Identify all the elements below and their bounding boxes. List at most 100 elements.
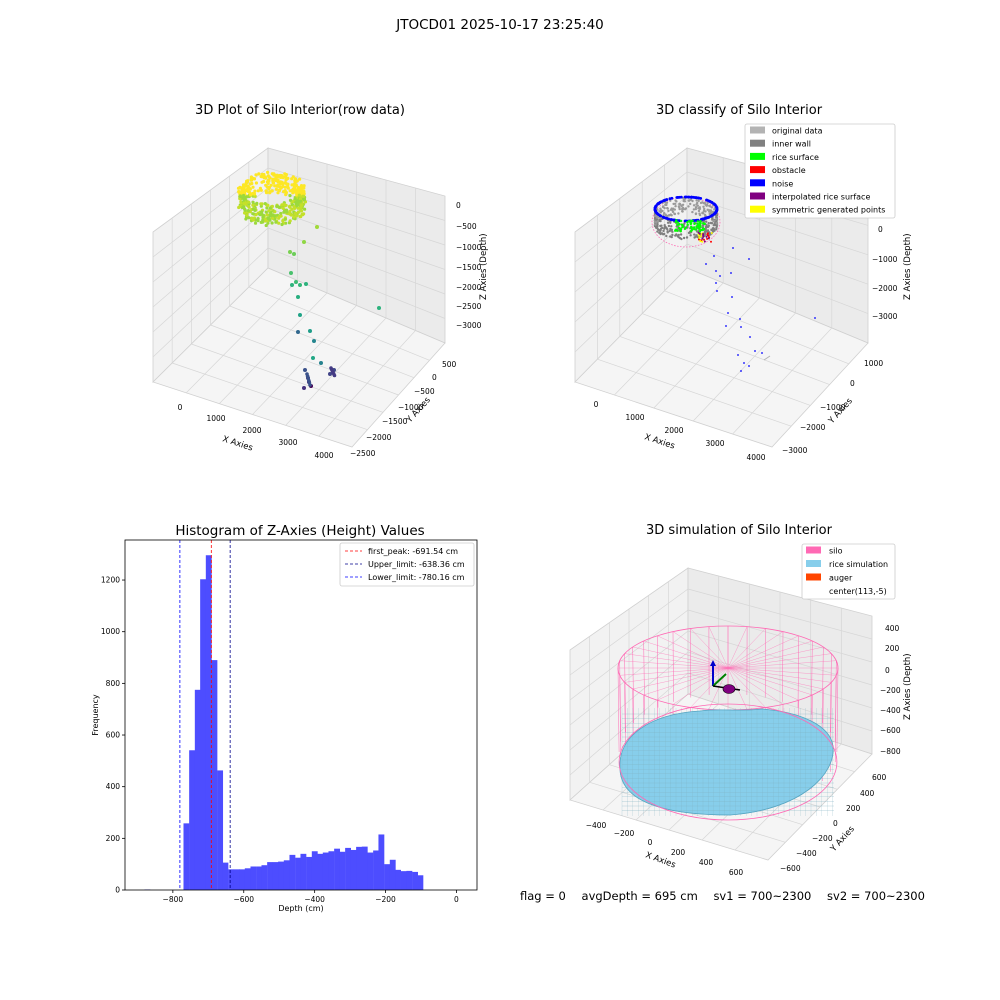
noise-point	[705, 198, 709, 202]
data-point	[284, 178, 288, 182]
data-point	[281, 206, 285, 210]
data-point	[288, 194, 292, 198]
wall-point	[707, 222, 710, 225]
obstacle-point	[710, 240, 712, 243]
obstacle-point	[707, 234, 710, 237]
data-point	[271, 216, 275, 220]
wall-point	[687, 205, 690, 208]
silo-wall-line	[797, 635, 799, 708]
p2-ztick: −2000	[872, 284, 898, 293]
data-point	[282, 190, 286, 194]
noise-point	[740, 370, 742, 372]
wall-point	[681, 206, 685, 209]
panel3-title: Histogram of Z-Axies (Height) Values	[175, 523, 425, 539]
wall-point	[715, 214, 719, 217]
obstacle-point	[705, 235, 708, 238]
data-point	[263, 175, 267, 179]
histogram-bar	[378, 834, 385, 890]
noise-point	[725, 325, 727, 327]
wall-point	[709, 209, 713, 212]
wall-point	[711, 228, 714, 231]
data-point	[264, 210, 268, 214]
obstacle-point	[701, 237, 704, 240]
p1-xtick: 4000	[314, 451, 333, 460]
wall-point	[653, 221, 657, 224]
silo-wall-line	[811, 640, 813, 715]
data-point	[298, 214, 302, 219]
grid-line	[732, 327, 833, 435]
data-point	[275, 178, 279, 182]
rice-point	[674, 220, 677, 224]
p4-ytick: −400	[796, 849, 817, 858]
legend-swatch	[750, 205, 765, 213]
obstacle-point	[697, 231, 700, 234]
data-point	[299, 209, 304, 213]
histogram-bar	[412, 871, 418, 890]
data-point	[294, 190, 298, 194]
data-point	[251, 200, 255, 204]
p1-ytick: −2500	[350, 449, 376, 458]
histogram-bar	[217, 770, 224, 890]
data-point	[291, 175, 295, 179]
silo-spoke	[727, 631, 784, 669]
data-point	[273, 214, 277, 218]
noise-point	[664, 216, 668, 220]
noise-point	[705, 263, 707, 265]
wall-point	[666, 231, 669, 234]
data-point	[282, 202, 286, 206]
data-point	[265, 206, 269, 210]
status-line: flag = 0 avgDepth = 695 cm sv1 = 700~230…	[520, 889, 937, 903]
silo-spoke	[727, 667, 837, 676]
rice-point	[703, 222, 706, 226]
data-point	[243, 208, 247, 212]
silo-spoke	[619, 667, 729, 676]
data-point	[267, 217, 271, 221]
wall-point	[709, 205, 712, 208]
data-point	[247, 205, 251, 209]
grid-line	[687, 672, 873, 732]
p1-zlabel: Z Axies (Depth)	[479, 233, 489, 300]
data-point	[315, 225, 319, 229]
rice-point	[685, 226, 688, 229]
data-point	[260, 175, 264, 179]
p4-xtick: −200	[614, 829, 635, 838]
wall-point	[655, 226, 658, 229]
obstacle-point	[697, 238, 700, 241]
legend-swatch	[750, 139, 765, 147]
noise-point	[672, 218, 676, 222]
data-point	[303, 207, 307, 211]
p4-xtick: 0	[648, 838, 653, 847]
data-point	[279, 211, 283, 216]
p4-ytick: 400	[860, 789, 875, 798]
data-point	[290, 283, 294, 287]
histogram-bar	[361, 846, 368, 890]
p2-ytick: −1000	[820, 403, 846, 412]
legend-swatch	[806, 573, 821, 581]
histogram-bar	[345, 847, 351, 890]
wall-point	[692, 208, 696, 211]
data-point	[243, 211, 247, 215]
noise-point	[697, 196, 701, 200]
p1-ytick: −1000	[398, 403, 424, 412]
data-point	[277, 221, 281, 225]
silo-spoke	[727, 653, 832, 669]
data-point	[332, 373, 337, 378]
silo-bottom-rim	[618, 703, 838, 821]
data-point	[264, 191, 269, 195]
data-point	[270, 189, 274, 193]
data-point	[290, 207, 294, 211]
histogram-bar	[389, 859, 396, 890]
p2-xtick: 1000	[625, 413, 644, 422]
data-point	[281, 175, 285, 179]
rice-point	[675, 219, 678, 222]
data-point	[268, 206, 272, 210]
y-tick-label: 400	[106, 782, 121, 791]
noise-point	[694, 196, 698, 200]
data-point	[254, 181, 258, 185]
legend-swatch	[750, 166, 765, 174]
data-point	[258, 213, 262, 217]
p2-ztick: −1000	[872, 255, 898, 264]
wall-point	[666, 228, 669, 231]
data-point	[272, 172, 276, 176]
data-point	[285, 210, 289, 214]
